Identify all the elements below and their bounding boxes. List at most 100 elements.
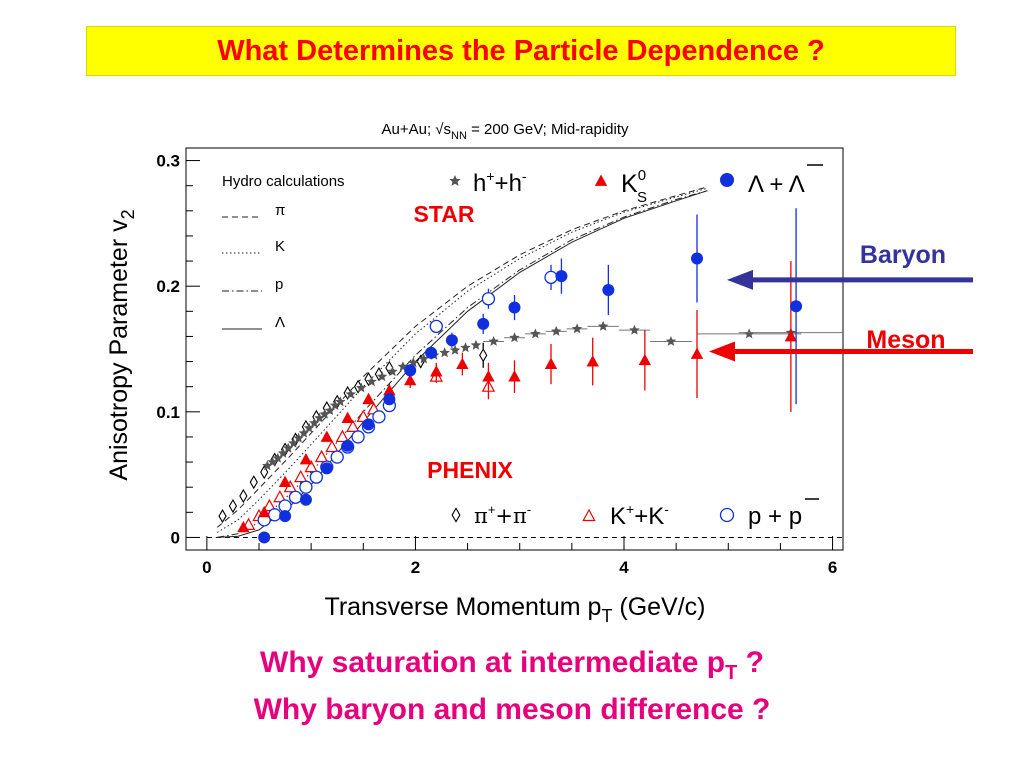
- marker: [439, 347, 450, 358]
- marker: [449, 344, 461, 355]
- marker: [279, 510, 292, 523]
- marker: [228, 498, 238, 514]
- marker: [582, 508, 596, 522]
- marker: [304, 459, 318, 473]
- marker: [362, 392, 375, 405]
- legend-hydro-label: Λ: [275, 314, 285, 331]
- marker: [387, 366, 398, 377]
- marker: [293, 432, 304, 443]
- marker: [288, 490, 303, 504]
- marker: [629, 324, 640, 335]
- x-axis-label-rest: (GeV/c): [612, 593, 705, 621]
- arrow-head: [709, 341, 735, 362]
- marker: [445, 334, 458, 347]
- marker: [404, 364, 417, 377]
- marker: [719, 507, 735, 523]
- marker: [479, 348, 488, 363]
- chart-title: Au+Au; √sNN = 200 GeV; Mid-rapidity: [381, 121, 629, 142]
- marker: [262, 498, 277, 512]
- marker: [314, 412, 325, 423]
- legend-k0s-sub: S: [637, 189, 647, 206]
- marker: [638, 353, 652, 366]
- legend-pipi-sup1: +: [488, 502, 496, 517]
- legend-hh-label: h++h-: [473, 168, 527, 197]
- marker: [267, 508, 282, 522]
- hydro-curve-dashed: [216, 186, 708, 528]
- marker: [329, 400, 341, 410]
- legend-kk-sup2: -: [664, 501, 669, 517]
- marker: [366, 376, 377, 387]
- marker: [425, 346, 438, 359]
- legend-kk-label: K++K-: [610, 501, 669, 530]
- chart-title-main: Au+Au; √s: [381, 121, 451, 138]
- question-1-text: Why saturation at intermediate p: [260, 646, 726, 679]
- legend-k0s-k: K: [621, 170, 638, 198]
- plot-border: [185, 147, 844, 551]
- legend-hydro-label: K: [275, 238, 285, 255]
- legend-kk-sup1: +: [626, 501, 634, 517]
- marker: [309, 417, 320, 428]
- marker: [594, 174, 608, 186]
- marker: [429, 319, 443, 334]
- marker: [278, 475, 292, 488]
- arrows: Baryon Meson: [709, 241, 973, 362]
- marker: [299, 480, 313, 494]
- marker: [267, 456, 278, 467]
- marker: [451, 507, 461, 523]
- marker: [488, 336, 499, 346]
- marker: [320, 462, 333, 475]
- marker: [258, 531, 271, 544]
- series-phenix-diamond-open: [218, 342, 488, 524]
- star-label: STAR: [414, 201, 475, 227]
- marker: [324, 405, 336, 415]
- x-axis-label: Transverse Momentum pT (GeV/c): [324, 593, 705, 626]
- arrow-label: Meson: [866, 326, 945, 354]
- y-tick-label: 0.3: [156, 152, 180, 171]
- slide-title: What Determines the Particle Dependence …: [86, 26, 956, 76]
- marker: [341, 439, 354, 452]
- legend-hh-h1: h: [473, 170, 486, 197]
- marker: [272, 452, 283, 463]
- x-tick-label: 0: [202, 558, 211, 577]
- legend-hydro-label: p: [275, 276, 283, 293]
- y-axis-label-subscript: 2: [118, 209, 138, 219]
- marker: [283, 442, 294, 453]
- marker: [551, 325, 562, 336]
- x-axis-label-main: Transverse Momentum p: [324, 593, 601, 621]
- legend-lambda-label: Λ + Λ: [748, 171, 805, 198]
- marker: [362, 418, 375, 431]
- marker: [665, 336, 677, 346]
- y-tick-label: 0.2: [156, 277, 180, 296]
- marker: [325, 439, 339, 453]
- legend-kk-k2: +K: [634, 503, 664, 530]
- plot-frame: 0 2 4 6 0 0.1 0.2 0.3 Au+Au; √sNN = 200 GeV; Mid…: [105, 121, 844, 626]
- marker: [335, 396, 346, 407]
- legend-kk-k1: K: [610, 503, 626, 530]
- marker: [449, 175, 461, 186]
- marker: [508, 370, 521, 382]
- marker: [237, 520, 250, 533]
- marker: [544, 357, 558, 369]
- marker: [346, 419, 360, 432]
- question-2: Why baryon and meson difference ?: [253, 693, 771, 726]
- marker: [345, 388, 356, 399]
- marker: [482, 370, 495, 382]
- marker: [239, 488, 248, 504]
- question-1-subscript: T: [725, 662, 738, 684]
- marker: [262, 460, 273, 471]
- chart-title-subscript: NN: [451, 130, 467, 142]
- legend-hh-plus-sup: +: [486, 168, 494, 184]
- marker: [294, 469, 308, 483]
- marker: [303, 422, 315, 433]
- marker: [330, 450, 344, 464]
- marker: [273, 489, 287, 503]
- phenix-label: PHENIX: [427, 457, 513, 483]
- marker: [341, 411, 354, 423]
- marker: [319, 408, 330, 419]
- marker: [555, 270, 568, 283]
- marker: [602, 283, 615, 296]
- legend-hh-h2: +h: [495, 170, 522, 197]
- series-star-star: [262, 320, 843, 471]
- marker: [383, 383, 396, 396]
